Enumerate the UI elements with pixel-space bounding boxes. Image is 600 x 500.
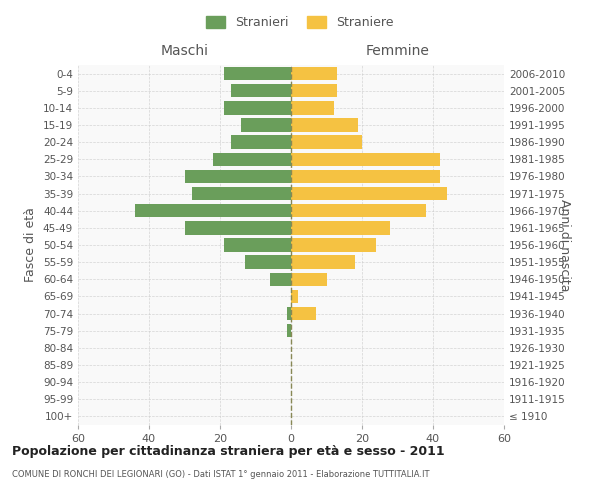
Bar [291,256,355,269]
Bar [291,136,362,149]
Bar [287,324,291,338]
Bar [291,307,316,320]
Legend: Stranieri, Straniere: Stranieri, Straniere [202,11,398,34]
Bar [291,187,447,200]
Bar [245,256,291,269]
Bar [291,238,376,252]
Bar [241,118,291,132]
Bar [287,307,291,320]
Bar [291,272,326,286]
Bar [213,152,291,166]
Text: COMUNE DI RONCHI DEI LEGIONARI (GO) - Dati ISTAT 1° gennaio 2011 - Elaborazione : COMUNE DI RONCHI DEI LEGIONARI (GO) - Da… [12,470,430,479]
Bar [291,221,391,234]
Y-axis label: Anni di nascita: Anni di nascita [558,198,571,291]
Bar [291,101,334,114]
Bar [270,272,291,286]
Text: Femmine: Femmine [365,44,430,58]
Bar [291,204,426,218]
Text: Popolazione per cittadinanza straniera per età e sesso - 2011: Popolazione per cittadinanza straniera p… [12,445,445,458]
Bar [291,170,440,183]
Bar [185,170,291,183]
Bar [230,84,291,98]
Text: Maschi: Maschi [161,44,209,58]
Bar [291,67,337,80]
Bar [135,204,291,218]
Bar [230,136,291,149]
Bar [291,84,337,98]
Bar [185,221,291,234]
Bar [224,67,291,80]
Bar [191,187,291,200]
Y-axis label: Fasce di età: Fasce di età [25,208,37,282]
Bar [224,238,291,252]
Bar [291,290,298,303]
Bar [291,152,440,166]
Bar [291,118,358,132]
Bar [224,101,291,114]
